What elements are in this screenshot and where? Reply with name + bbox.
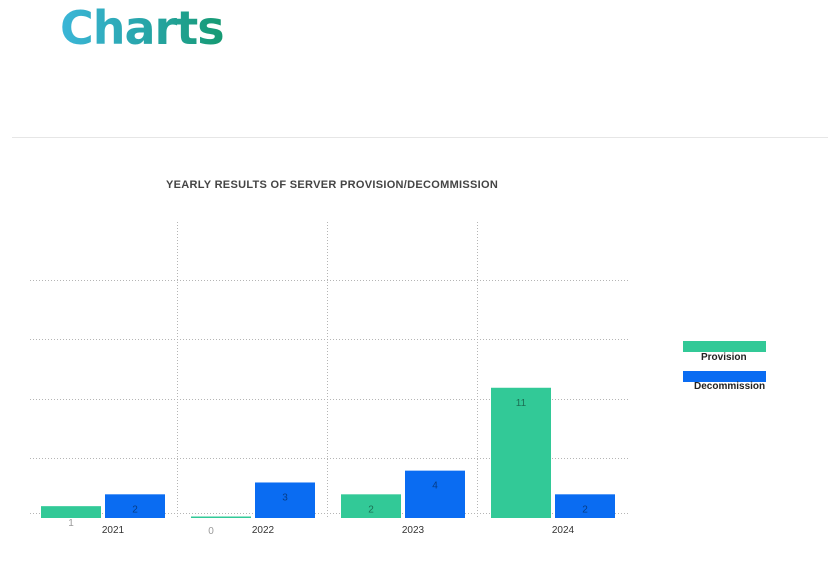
data-label: 2 [368,504,374,515]
legend-label-provision: Provision [701,352,747,363]
data-label: 0 [208,526,214,537]
data-label: 1 [68,518,74,529]
bar-decommission-2024 [555,494,615,518]
legend-swatch-provision [683,341,766,352]
x-tick-label: 2022 [252,525,275,536]
bar-decommission-2023 [405,470,465,518]
header-divider [12,137,828,138]
bar-provision-2023 [341,494,401,518]
data-label: 4 [432,481,438,492]
bar-decommission-2022 [255,482,315,518]
bar-provision-2024 [491,387,551,518]
legend-item-provision[interactable]: Provision [683,341,783,371]
data-label: 2 [582,504,588,515]
data-label: 11 [516,398,527,409]
chart-legend: Provision Decommission [683,341,783,401]
x-tick-label: 2024 [552,525,575,536]
legend-item-decommission[interactable]: Decommission [683,371,783,401]
x-tick-label: 2023 [402,525,425,536]
legend-label-decommission: Decommission [694,381,766,392]
legend-swatch-decommission [683,371,766,382]
x-tick-label: 2021 [102,525,125,536]
bar-provision-2021 [41,506,101,518]
chart-title: YEARLY RESULTS OF SERVER PROVISION/DECOM… [166,179,499,191]
data-label: 3 [282,492,288,503]
bar-provision-2022 [191,516,251,518]
bar-decommission-2021 [105,494,165,518]
data-label: 2 [132,504,138,515]
page-title: Charts [60,0,225,58]
